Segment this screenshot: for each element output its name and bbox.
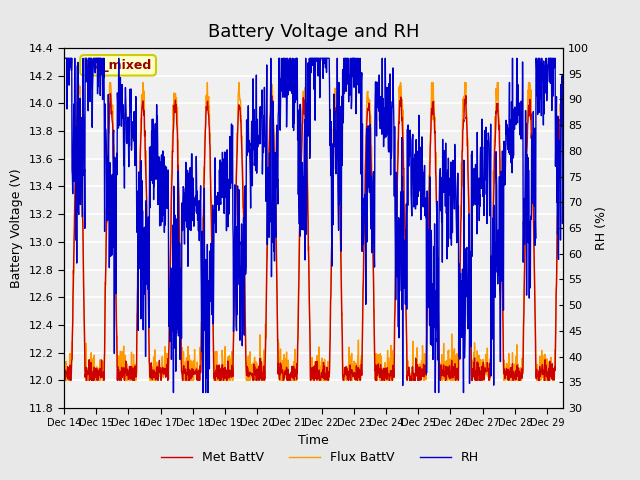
- Line: Flux BattV: Flux BattV: [64, 83, 579, 380]
- RH: [575, 55, 583, 61]
- RH: [298, 160, 306, 166]
- RH: [519, 59, 527, 65]
- Met BattV: [575, 362, 583, 368]
- Title: Battery Voltage and RH: Battery Voltage and RH: [208, 23, 419, 41]
- Line: Met BattV: Met BattV: [64, 92, 579, 380]
- Y-axis label: Battery Voltage (V): Battery Voltage (V): [10, 168, 23, 288]
- Met BattV: [558, 89, 566, 95]
- RH: [170, 390, 177, 396]
- Flux BattV: [575, 357, 583, 363]
- Flux BattV: [60, 353, 68, 359]
- Line: RH: RH: [64, 58, 579, 393]
- Y-axis label: RH (%): RH (%): [595, 206, 607, 250]
- Met BattV: [519, 370, 527, 375]
- Flux BattV: [141, 144, 149, 150]
- Met BattV: [60, 363, 68, 369]
- Flux BattV: [61, 377, 69, 383]
- Flux BattV: [519, 371, 527, 377]
- Legend: Met BattV, Flux BattV, RH: Met BattV, Flux BattV, RH: [156, 446, 484, 469]
- RH: [569, 55, 577, 61]
- Met BattV: [308, 365, 316, 371]
- RH: [60, 55, 68, 61]
- Met BattV: [141, 128, 148, 134]
- RH: [443, 256, 451, 262]
- Met BattV: [570, 377, 577, 383]
- Met BattV: [298, 122, 306, 128]
- Flux BattV: [444, 377, 451, 383]
- Met BattV: [61, 377, 68, 383]
- Text: DC_mixed: DC_mixed: [84, 59, 152, 72]
- RH: [141, 291, 148, 297]
- Flux BattV: [570, 376, 577, 382]
- Flux BattV: [75, 80, 83, 85]
- X-axis label: Time: Time: [298, 434, 329, 447]
- Flux BattV: [299, 98, 307, 104]
- Met BattV: [443, 370, 451, 376]
- Flux BattV: [308, 360, 316, 366]
- RH: [308, 55, 316, 61]
